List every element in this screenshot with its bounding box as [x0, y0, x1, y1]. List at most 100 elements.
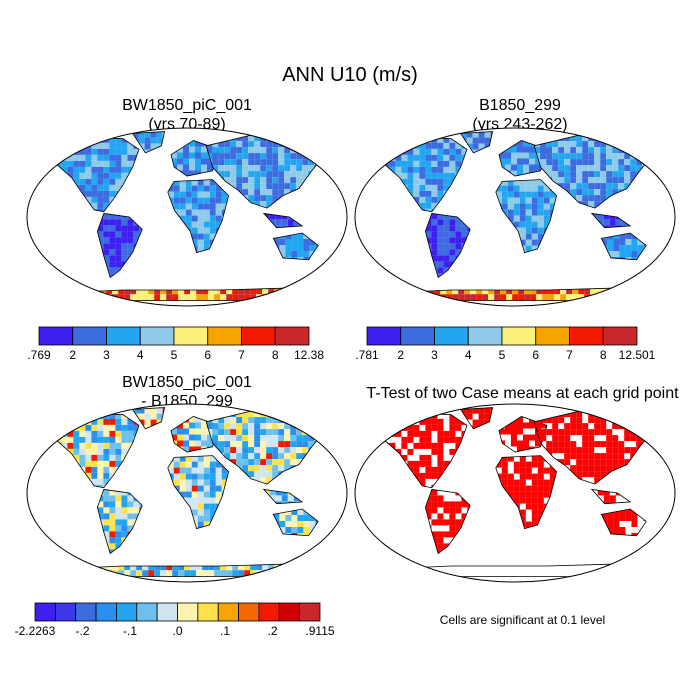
- grid-cell: [419, 478, 426, 485]
- grid-cell: [582, 159, 589, 166]
- grid-cell: [525, 197, 532, 204]
- grid-cell: [455, 237, 462, 244]
- grid-cell: [505, 152, 511, 159]
- grid-cell: [203, 509, 210, 516]
- grid-cell: [419, 202, 426, 209]
- grid-cell: [413, 160, 420, 167]
- grid-cell: [278, 447, 285, 454]
- grid-cell: [254, 429, 261, 436]
- coastline-samerica-ttest: [424, 488, 471, 555]
- grid-cell: [254, 189, 261, 196]
- grid-cell: [203, 239, 210, 246]
- grid-cell: [298, 570, 305, 577]
- grid-cell: [455, 219, 462, 226]
- grid-cell: [523, 164, 529, 171]
- grid-cell: [449, 231, 456, 238]
- coastline-seasia-case1: [262, 212, 304, 229]
- grid-cell: [85, 448, 92, 455]
- grid-cell: [133, 237, 140, 244]
- grid-cell: [449, 243, 456, 250]
- map-case1: [27, 128, 347, 306]
- grid-cell: [431, 154, 438, 161]
- grid-cell: [250, 288, 257, 295]
- grid-cell: [79, 136, 86, 143]
- grid-cell: [172, 294, 179, 301]
- grid-cell: [290, 411, 297, 418]
- grid-cell: [269, 219, 276, 226]
- grid-cell: [582, 447, 589, 454]
- colorbar-tick-label: 12.501: [619, 348, 656, 362]
- grid-cell: [525, 491, 532, 498]
- grid-cell: [540, 435, 547, 442]
- grid-cell: [272, 159, 279, 166]
- grid-cell: [179, 197, 186, 204]
- grid-cell: [197, 197, 204, 204]
- grid-cell: [407, 166, 414, 173]
- grid-cell: [156, 413, 163, 420]
- grid-cell: [310, 564, 317, 571]
- grid-cell: [127, 525, 134, 532]
- grid-cell: [195, 446, 201, 453]
- grid-cell: [242, 159, 249, 166]
- grid-cell: [326, 429, 328, 436]
- grid-cell: [507, 485, 514, 492]
- grid-cell: [214, 564, 221, 571]
- grid-cell: [501, 203, 508, 210]
- grid-cell: [201, 428, 207, 435]
- grid-cell: [278, 465, 285, 472]
- grid-cell: [531, 245, 538, 252]
- grid-cell: [600, 183, 607, 190]
- grid-cell: [543, 491, 550, 498]
- grid-cell: [254, 159, 261, 166]
- coastline-samerica-diff: [96, 488, 143, 555]
- grid-cell: [525, 215, 532, 222]
- grid-cell: [524, 294, 531, 301]
- grid-cell: [537, 233, 544, 240]
- grid-cell: [461, 225, 468, 232]
- grid-cell: [437, 436, 444, 443]
- grid-cell: [254, 147, 261, 154]
- grid-cell: [173, 179, 180, 186]
- grid-cell: [302, 435, 309, 442]
- grid-cell: [112, 288, 119, 295]
- grid-cell: [588, 453, 595, 460]
- grid-cell: [449, 219, 456, 226]
- grid-cell: [248, 453, 255, 460]
- grid-cell: [189, 164, 195, 171]
- grid-cell: [278, 171, 285, 178]
- grid-cell: [82, 570, 89, 577]
- grid-cell: [197, 209, 204, 216]
- grid-cell: [525, 221, 532, 228]
- grid-cell: [103, 249, 110, 256]
- grid-cell: [212, 417, 219, 424]
- grid-cell: [455, 142, 462, 149]
- grid-cell: [290, 159, 297, 166]
- grid-cell: [524, 288, 531, 295]
- colorbar-swatch: [241, 326, 276, 346]
- grid-cell: [82, 294, 89, 301]
- grid-cell: [91, 460, 98, 467]
- grid-cell: [254, 135, 261, 142]
- grid-cell: [97, 231, 104, 238]
- panel-title-case1-line1: BW1850_piC_001: [122, 97, 252, 114]
- grid-cell: [576, 447, 583, 454]
- grid-cell: [278, 429, 285, 436]
- grid-cell: [413, 184, 420, 191]
- grid-cell: [201, 164, 207, 171]
- grid-cell: [297, 515, 304, 521]
- grid-cell: [517, 146, 523, 153]
- grid-cell: [588, 183, 595, 190]
- grid-cell: [460, 131, 467, 138]
- grid-cell: [407, 460, 414, 467]
- panel-title-diff-line1: BW1850_piC_001: [122, 374, 252, 391]
- grid-cell: [303, 527, 310, 533]
- grid-cell: [326, 411, 328, 418]
- grid-cell: [61, 424, 68, 431]
- grid-cell: [191, 197, 198, 204]
- grid-cell: [437, 255, 444, 262]
- grid-cell: [79, 172, 86, 179]
- grid-cell: [242, 165, 249, 172]
- grid-cell: [437, 166, 444, 173]
- grid-cell: [280, 294, 287, 301]
- grid-cell: [230, 183, 237, 190]
